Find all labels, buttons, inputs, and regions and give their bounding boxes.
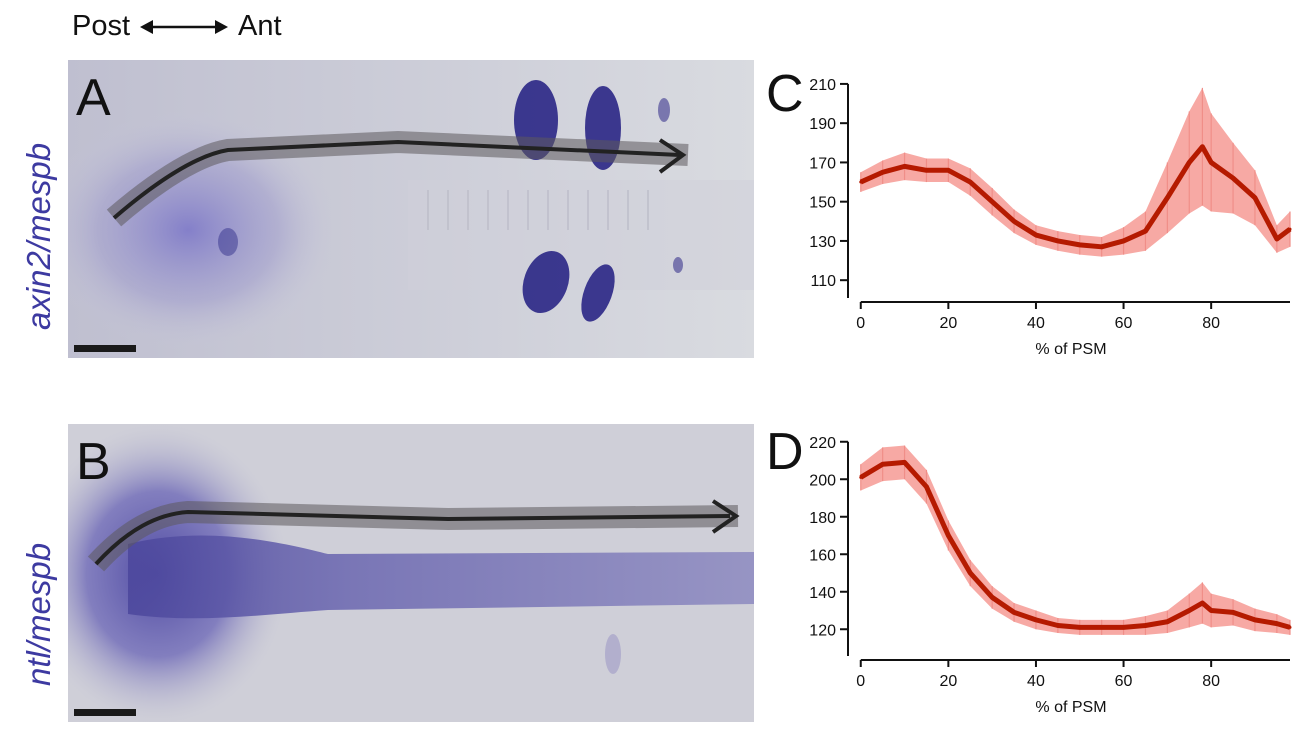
- y-tick-label: 200: [809, 472, 836, 489]
- row-label-top: axin2/mespb: [20, 142, 57, 330]
- data-point: [1231, 176, 1235, 180]
- x-tick-label: 40: [1027, 315, 1045, 332]
- y-tick-label: 130: [809, 234, 836, 251]
- x-tick-label: 40: [1027, 673, 1045, 690]
- y-tick-label: 190: [809, 116, 836, 133]
- data-point: [1056, 624, 1060, 627]
- posterior-label: Post: [72, 10, 131, 42]
- x-axis-label: % of PSM: [1035, 341, 1106, 358]
- row-label-bottom: ntl/mespb: [20, 542, 57, 686]
- data-point: [1187, 609, 1191, 612]
- chart-d: 120 140 160 180 200 220 0 20 40 60 80 % of PSM D: [760, 418, 1306, 730]
- panel-letter-b: B: [76, 433, 111, 491]
- x-tick-label: 80: [1202, 673, 1220, 690]
- mean-line: [859, 144, 1292, 250]
- data-point: [946, 534, 950, 537]
- data-point: [1012, 610, 1016, 614]
- data-point: [859, 180, 863, 184]
- data-point: [1122, 239, 1126, 243]
- x-tick-label: 0: [856, 315, 865, 332]
- x-tick-label: 0: [856, 673, 865, 690]
- data-point: [881, 462, 885, 466]
- x-axis-label: % of PSM: [1035, 699, 1106, 716]
- panel-letter-a: A: [76, 69, 111, 127]
- error-band: [860, 445, 1290, 635]
- chart-c: 110 130 150 170 190 210 0 20 40 60 80 % of PSM C: [760, 60, 1306, 372]
- data-point: [859, 475, 863, 479]
- panel-letter-c: C: [766, 65, 804, 123]
- data-point: [1209, 609, 1213, 612]
- data-point: [1253, 618, 1257, 622]
- data-point: [1231, 610, 1235, 614]
- data-point: [990, 200, 994, 204]
- data-point: [1288, 227, 1292, 231]
- data-point: [903, 164, 907, 168]
- data-point: [968, 571, 972, 575]
- data-point: [1100, 245, 1104, 249]
- data-point: [1078, 625, 1082, 629]
- data-point: [1187, 160, 1191, 164]
- scale-bar-a: [74, 345, 136, 352]
- data-point: [1012, 219, 1016, 223]
- y-tick-label: 160: [809, 547, 836, 564]
- scale-bar-b: [74, 709, 136, 716]
- y-tick-label: 180: [809, 510, 836, 527]
- data-point: [1275, 622, 1279, 626]
- data-point: [1122, 625, 1126, 629]
- y-tick-label: 170: [809, 155, 836, 172]
- data-point: [924, 485, 928, 489]
- data-point: [990, 595, 994, 599]
- data-point: [946, 168, 950, 172]
- data-point: [1200, 601, 1204, 605]
- double-arrow-icon: [140, 19, 229, 34]
- x-tick-label: 60: [1115, 673, 1133, 690]
- data-point: [1056, 239, 1060, 243]
- data-point: [1143, 624, 1147, 627]
- micrograph-panel-a: A: [68, 60, 754, 358]
- mean-line: [859, 459, 1291, 630]
- orientation-legend: Post Ant: [72, 10, 282, 43]
- data-point: [903, 460, 907, 464]
- data-point: [924, 168, 928, 172]
- x-tick-label: 20: [939, 673, 957, 690]
- data-point: [1078, 243, 1082, 247]
- y-tick-label: 220: [809, 435, 836, 452]
- chart-d-plot: 120 140 160 180 200 220 0 20 40 60 80 % of PSM: [809, 435, 1292, 716]
- panel-letter-d: D: [766, 423, 804, 481]
- data-point: [1200, 145, 1204, 149]
- data-point: [968, 180, 972, 184]
- data-point: [1034, 233, 1038, 237]
- data-point: [1034, 618, 1038, 622]
- y-tick-label: 210: [809, 77, 836, 94]
- y-tick-label: 140: [809, 585, 836, 602]
- x-tick-label: 80: [1202, 315, 1220, 332]
- data-point: [1275, 237, 1279, 241]
- y-tick-label: 110: [810, 273, 836, 290]
- data-point: [1288, 625, 1292, 629]
- data-point: [1143, 229, 1147, 233]
- y-tick-label: 150: [809, 195, 836, 212]
- data-point: [1253, 196, 1257, 200]
- error-band: [860, 87, 1290, 257]
- micrograph-panel-b: B: [68, 424, 754, 722]
- data-point: [1100, 625, 1104, 629]
- chart-c-plot: 110 130 150 170 190 210 0 20 40 60 80 % of PSM: [809, 77, 1292, 358]
- micrograph-a-image: [68, 60, 754, 358]
- data-point: [881, 170, 885, 174]
- data-point: [1209, 160, 1213, 164]
- x-tick-label: 60: [1115, 315, 1133, 332]
- x-tick-label: 20: [939, 315, 957, 332]
- anterior-label: Ant: [238, 10, 282, 42]
- y-tick-label: 120: [809, 622, 836, 639]
- data-point: [1165, 196, 1169, 200]
- data-point: [1165, 620, 1169, 624]
- micrograph-b-image: [68, 424, 754, 722]
